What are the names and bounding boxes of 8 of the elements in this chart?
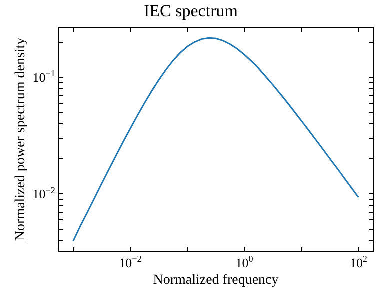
x-axis-title: Normalized frequency <box>153 272 279 288</box>
x-tick-label: 10$^{0}$ <box>236 254 254 271</box>
y-axis-title: Normalized power spectrum density <box>13 38 28 242</box>
x-tick-label: 10$^{2}$ <box>350 254 368 271</box>
chart-title: IEC spectrum <box>144 1 238 20</box>
x-tick-label: 10$^{−2}$ <box>119 254 142 271</box>
y-tick-label: 10$^{−1}$ <box>32 68 56 85</box>
line-series <box>72 37 360 242</box>
